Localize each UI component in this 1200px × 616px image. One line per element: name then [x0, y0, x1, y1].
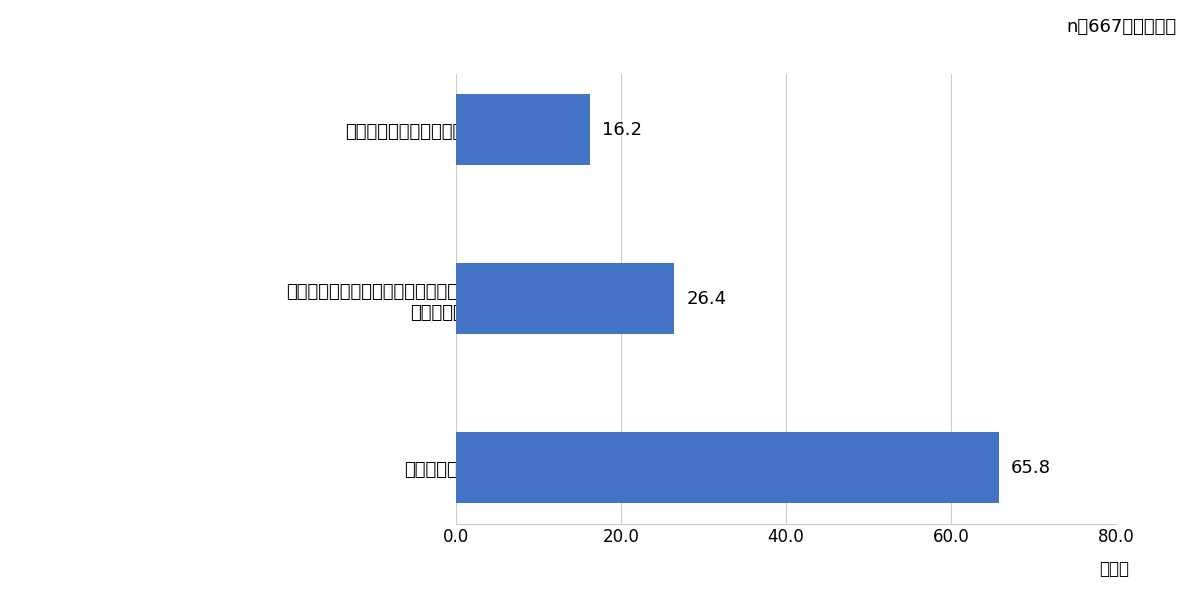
Bar — [456, 432, 998, 503]
Bar — [456, 263, 674, 334]
Text: 26.4: 26.4 — [686, 290, 726, 308]
Bar — [456, 94, 589, 165]
Text: （％）: （％） — [1099, 559, 1129, 578]
Text: 65.8: 65.8 — [1012, 459, 1051, 477]
Text: 16.2: 16.2 — [602, 121, 642, 139]
Text: n］667／複数回答: n］667／複数回答 — [1066, 18, 1176, 36]
